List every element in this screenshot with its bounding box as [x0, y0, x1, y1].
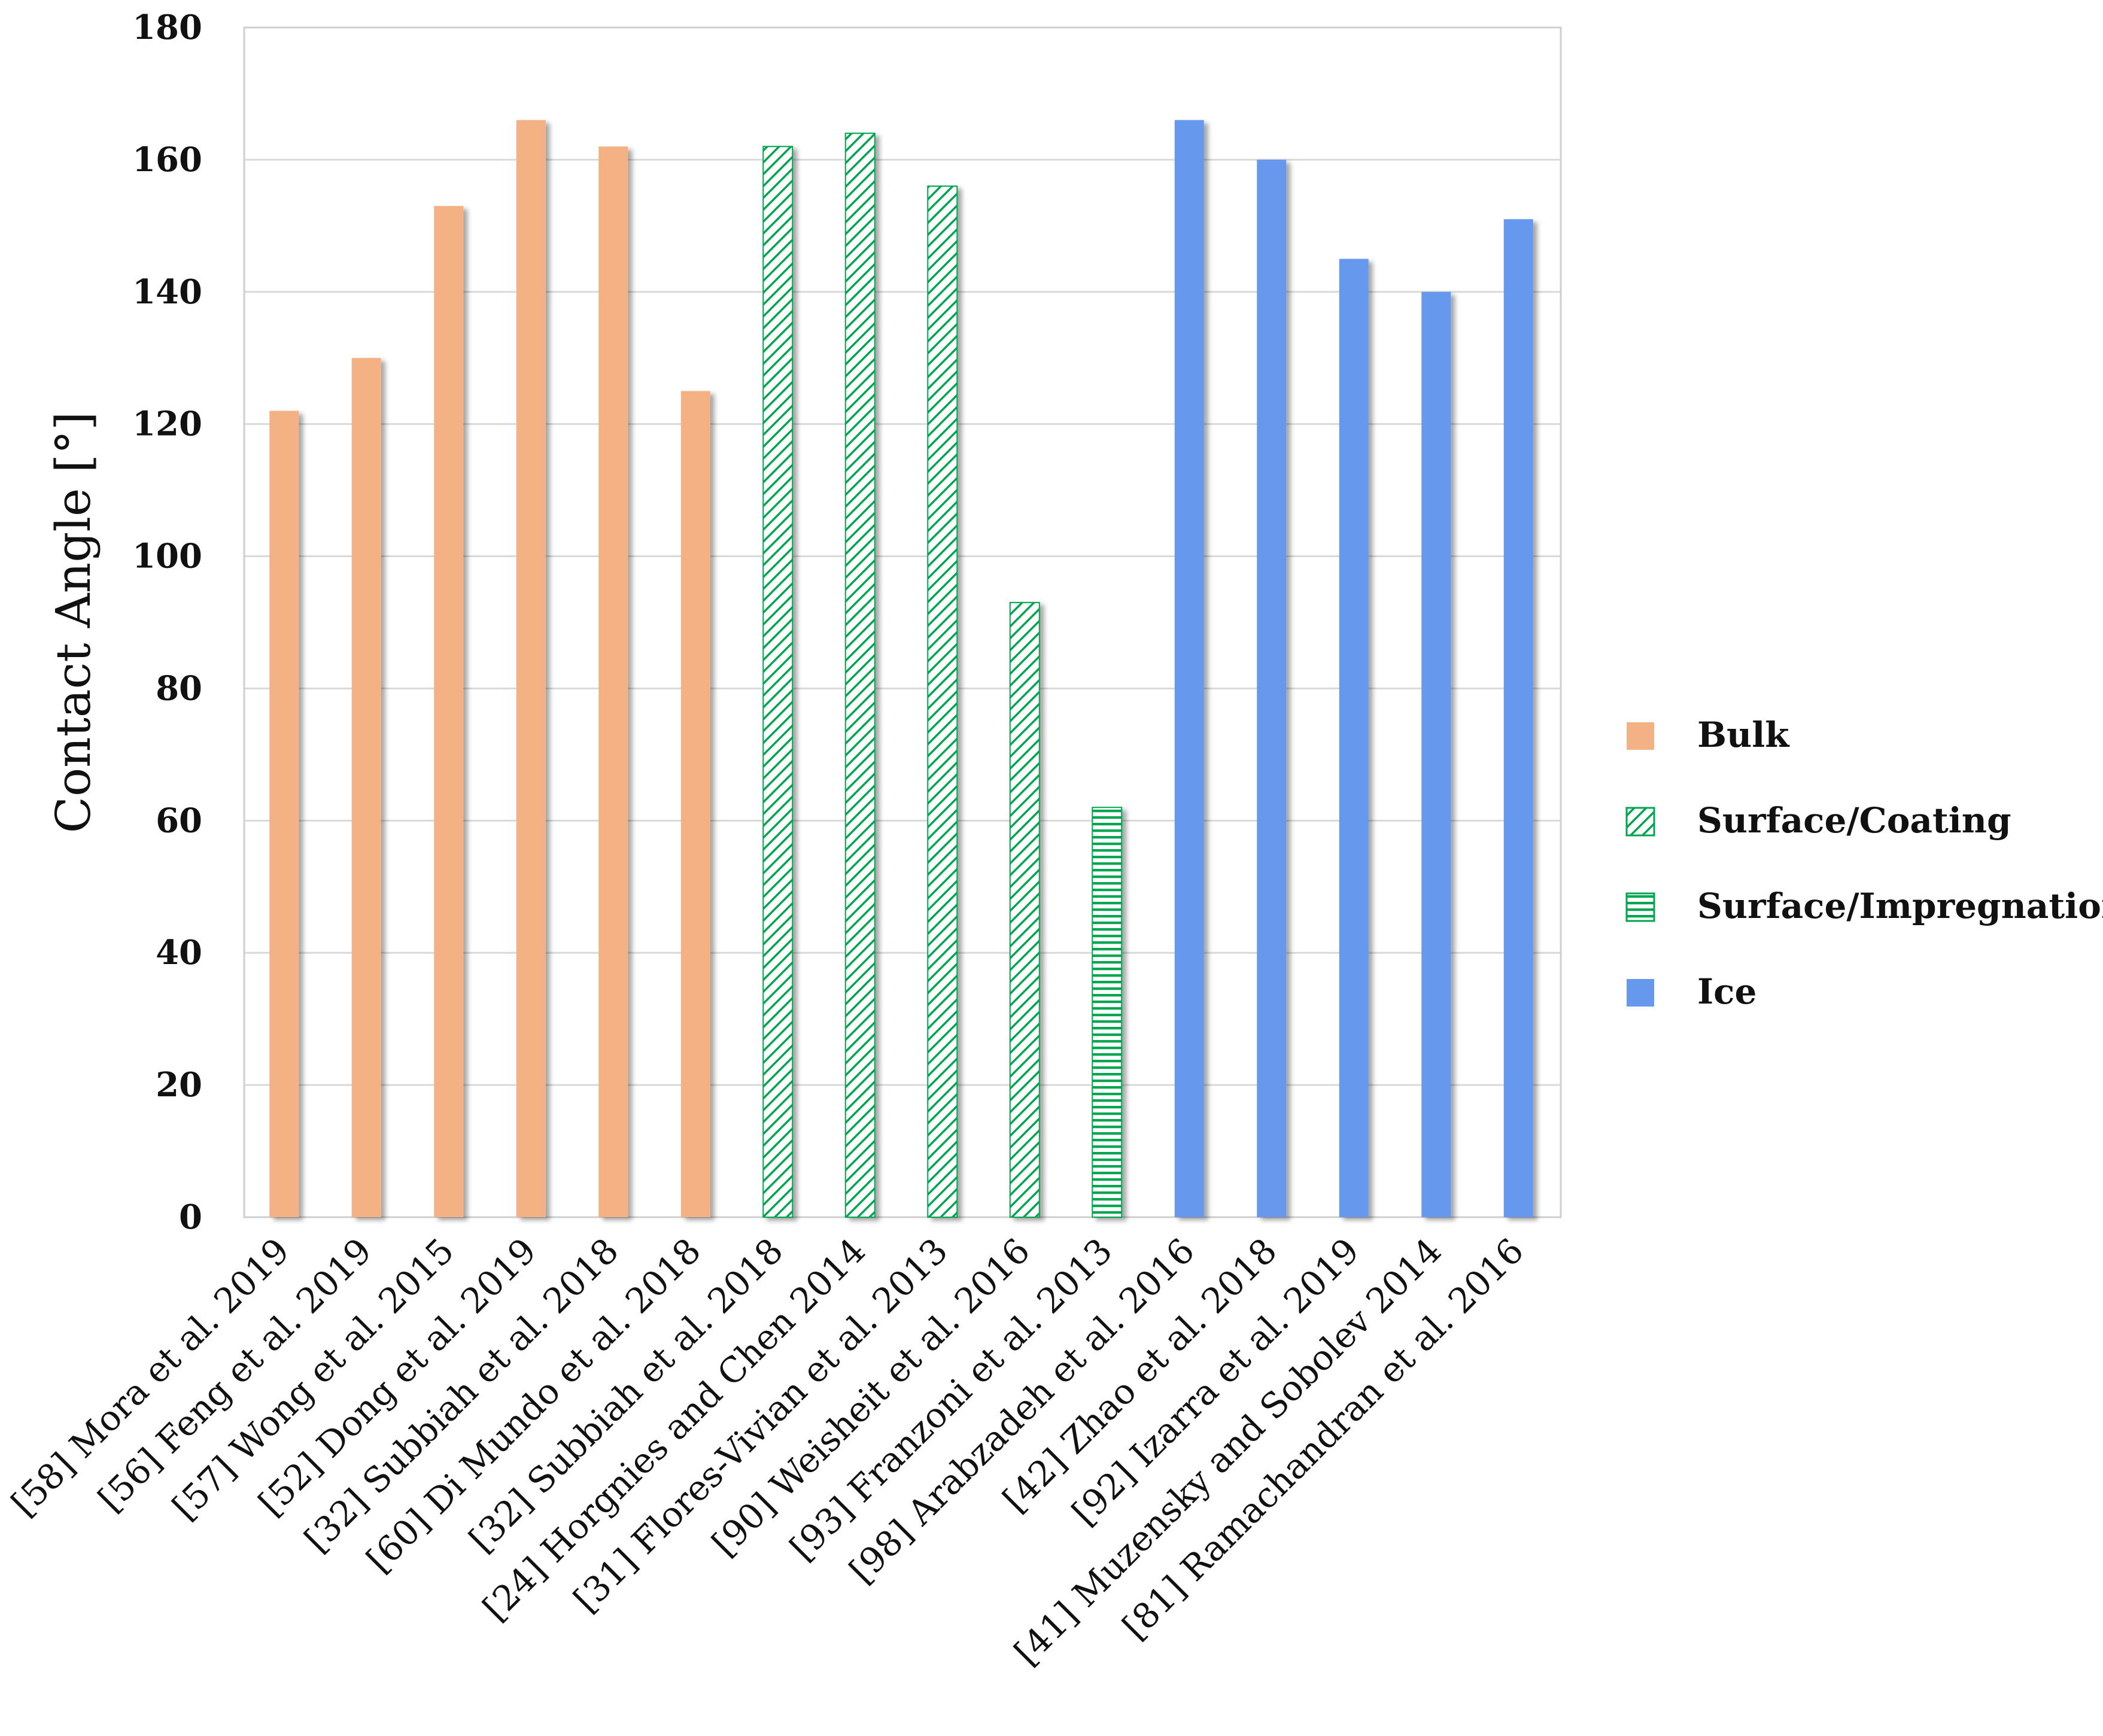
legend-swatch-surface-coating — [1625, 807, 1655, 837]
bar-2 — [351, 358, 381, 1218]
bars — [269, 120, 1533, 1218]
y-tick-label: 180 — [132, 8, 202, 47]
bar-13 — [1257, 159, 1287, 1217]
x-axis-labels: [58] Mora et al. 2019[56] Feng et al. 20… — [4, 1230, 1531, 1673]
legend-label: Ice — [1697, 971, 1756, 1012]
bar-1 — [269, 411, 299, 1217]
y-tick-label: 40 — [156, 933, 202, 972]
legend-swatch-bulk — [1627, 722, 1654, 750]
y-tick-label: 0 — [179, 1197, 202, 1237]
y-tick-label: 60 — [156, 801, 202, 840]
y-axis-ticks: 0 20 40 60 80 100 120 140 160 180 — [132, 8, 202, 1237]
y-tick-label: 140 — [132, 272, 202, 312]
bar-8 — [844, 132, 876, 1218]
legend-label: Bulk — [1697, 715, 1790, 755]
bar-7 — [762, 145, 794, 1218]
bar-10 — [1009, 601, 1040, 1218]
bar-6 — [680, 391, 710, 1217]
plot-frame — [243, 26, 1562, 1218]
bar-11 — [1092, 807, 1123, 1218]
bar-3 — [434, 206, 464, 1218]
y-tick-label: 100 — [132, 537, 202, 576]
legend-swatch-ice — [1627, 979, 1654, 1007]
legend-swatch-surface-impregnation — [1625, 892, 1655, 922]
y-axis-title: Contact Angle [°] — [45, 412, 101, 833]
bar-16 — [1503, 219, 1533, 1218]
legend-label: Surface/Impregnation — [1697, 886, 2103, 926]
y-tick-label: 20 — [156, 1065, 202, 1105]
bar-9 — [927, 186, 958, 1218]
legend: Bulk Surface/Coating Surface/Impregnation I… — [1625, 715, 2103, 1012]
bar-5 — [598, 146, 628, 1217]
bar-4 — [516, 120, 546, 1218]
y-tick-label: 80 — [156, 668, 202, 708]
bar-14 — [1339, 259, 1369, 1217]
bar-15 — [1421, 291, 1451, 1217]
y-tick-label: 120 — [132, 405, 202, 444]
legend-label: Surface/Coating — [1697, 800, 2011, 841]
gridlines — [244, 159, 1561, 1086]
bar-12 — [1174, 120, 1204, 1218]
y-tick-label: 160 — [132, 140, 202, 180]
